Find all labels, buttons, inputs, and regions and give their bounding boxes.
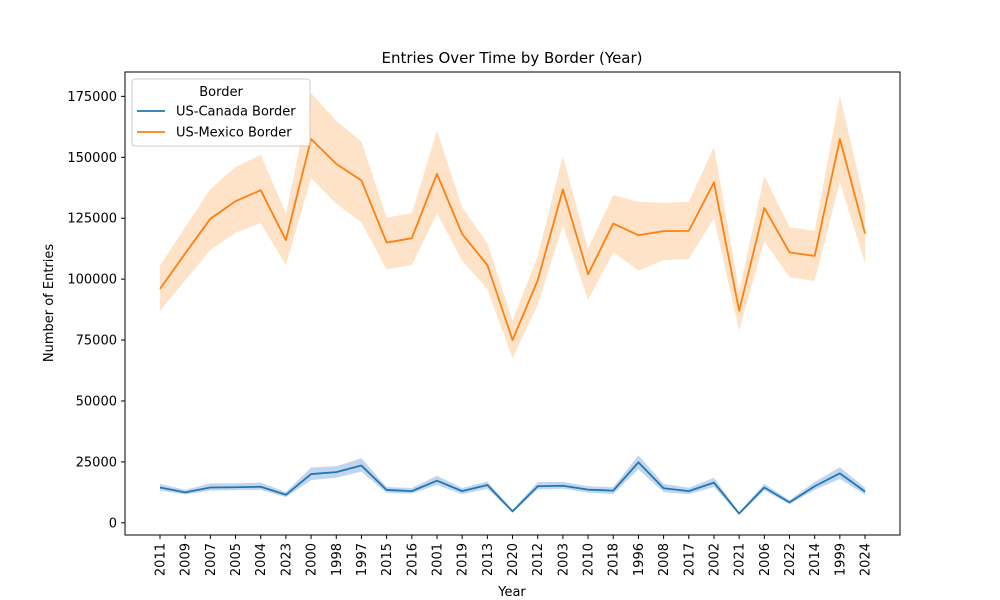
x-tick-label: 2019 <box>456 543 471 576</box>
x-tick-label: 2000 <box>305 543 320 576</box>
x-tick-label: 2023 <box>279 543 294 576</box>
x-tick-label: 2008 <box>657 543 672 576</box>
line-series-0 <box>159 461 866 515</box>
x-tick-label: 2009 <box>179 543 194 576</box>
x-tick-label: 2022 <box>783 543 798 576</box>
x-tick-label: 2010 <box>582 543 597 576</box>
series-lines <box>159 138 866 515</box>
line-series-1 <box>159 138 866 341</box>
chart-title: Entries Over Time by Border (Year) <box>381 49 642 67</box>
y-tick-label: 100000 <box>67 273 117 288</box>
x-axis: 2011 2009 2007 2005 2004 2023 2000 1998 1997 2015… <box>154 535 874 576</box>
y-tick-label: 175000 <box>67 90 117 105</box>
y-tick-label: 75000 <box>76 334 117 349</box>
legend: Border US-Canada Border US-Mexico Border <box>131 78 311 147</box>
y-tick-label: 0 <box>109 516 117 531</box>
x-tick-label: 2006 <box>758 543 773 576</box>
y-axis: 0 25000 50000 75000 100000 125000 150000 175000 <box>67 90 125 531</box>
band-series-1 <box>160 93 866 359</box>
legend-label-0: US-Canada Border <box>176 105 296 120</box>
x-tick-label: 2003 <box>556 543 571 576</box>
x-tick-label: 2012 <box>531 543 546 576</box>
x-tick-label: 1996 <box>632 543 647 576</box>
x-tick-label: 2014 <box>808 543 823 576</box>
y-tick-label: 50000 <box>76 394 117 409</box>
x-tick-label: 2004 <box>254 543 269 576</box>
x-tick-label: 2011 <box>154 543 169 576</box>
x-tick-label: 2007 <box>204 543 219 576</box>
legend-box <box>131 78 311 147</box>
x-tick-label: 2021 <box>733 543 748 576</box>
legend-title: Border <box>199 85 243 100</box>
y-tick-label: 25000 <box>76 455 117 470</box>
x-tick-label: 2005 <box>229 543 244 576</box>
x-tick-label: 2018 <box>607 543 622 576</box>
y-tick-label: 125000 <box>67 212 117 227</box>
x-tick-label: 2016 <box>405 543 420 576</box>
confidence-bands <box>160 93 866 515</box>
x-tick-label: 1997 <box>355 543 370 576</box>
band-series-0 <box>160 455 866 515</box>
legend-label-1: US-Mexico Border <box>176 126 292 141</box>
x-tick-label: 2017 <box>682 543 697 576</box>
x-tick-label: 1999 <box>833 543 848 576</box>
x-tick-label: 2020 <box>506 543 521 576</box>
y-axis-label: Number of Entries <box>42 244 57 363</box>
x-tick-label: 2024 <box>859 543 874 576</box>
x-tick-label: 2002 <box>707 543 722 576</box>
x-tick-label: 2013 <box>481 543 496 576</box>
x-tick-label: 2001 <box>430 543 445 576</box>
x-axis-label: Year <box>497 585 526 600</box>
x-tick-label: 2015 <box>380 543 395 576</box>
x-tick-label: 1998 <box>330 543 345 576</box>
y-tick-label: 150000 <box>67 151 117 166</box>
